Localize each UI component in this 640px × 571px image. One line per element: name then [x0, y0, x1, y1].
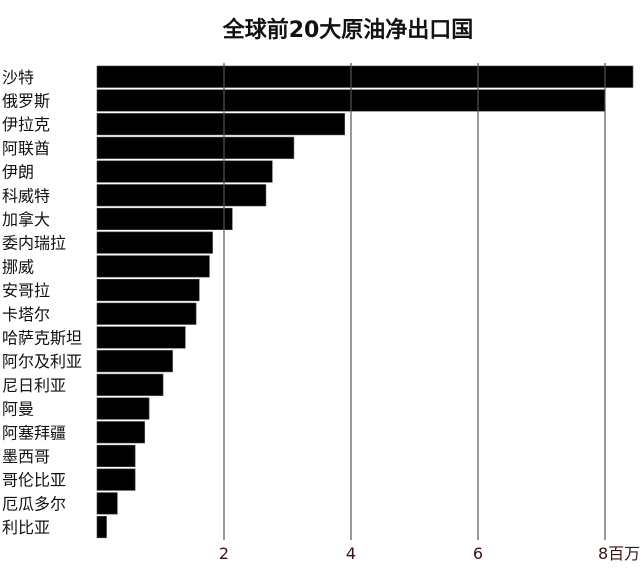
bar	[96, 373, 164, 396]
bar	[96, 65, 634, 88]
bar	[96, 350, 173, 373]
category-label: 阿尔及利亚	[2, 352, 82, 371]
x-tick-label: 2	[219, 544, 229, 563]
category-label: 阿联酋	[2, 139, 50, 158]
bar	[96, 207, 233, 230]
category-label: 科威特	[2, 186, 50, 205]
chart-title: 全球前20大原油净出口国	[222, 18, 474, 43]
category-label: 伊拉克	[2, 115, 50, 134]
category-label: 阿塞拜疆	[2, 423, 66, 442]
bar	[96, 421, 145, 444]
category-label: 墨西哥	[2, 447, 50, 466]
category-label: 沙特	[2, 68, 34, 87]
bar	[96, 444, 136, 468]
bar	[96, 255, 210, 278]
bar	[96, 468, 136, 491]
category-label: 哈萨克斯坦	[2, 328, 82, 347]
bar	[96, 136, 295, 159]
category-label: 厄瓜多尔	[2, 494, 66, 513]
bar	[96, 231, 213, 254]
x-tick-label: 4	[346, 544, 356, 563]
category-label: 委内瑞拉	[2, 234, 66, 253]
bar	[96, 515, 107, 539]
bar	[96, 397, 150, 420]
bar	[96, 160, 273, 183]
bar	[96, 492, 118, 515]
category-label: 卡塔尔	[2, 305, 50, 324]
bar	[96, 184, 267, 207]
category-label: 挪威	[2, 257, 34, 276]
category-label: 阿曼	[2, 400, 34, 419]
category-label: 加拿大	[2, 210, 50, 229]
category-label: 安哥拉	[2, 281, 50, 300]
x-tick-label: 6	[473, 544, 483, 563]
category-label: 尼日利亚	[2, 376, 66, 395]
bar	[96, 302, 197, 325]
category-label: 伊朗	[2, 163, 34, 182]
category-label: 利比亚	[2, 518, 50, 537]
category-label: 哥伦比亚	[2, 471, 66, 490]
bar	[96, 113, 345, 136]
bar	[96, 278, 200, 302]
bar	[96, 326, 186, 349]
category-label: 俄罗斯	[2, 91, 50, 110]
x-tick-label: 8百万桶/日	[598, 544, 640, 563]
